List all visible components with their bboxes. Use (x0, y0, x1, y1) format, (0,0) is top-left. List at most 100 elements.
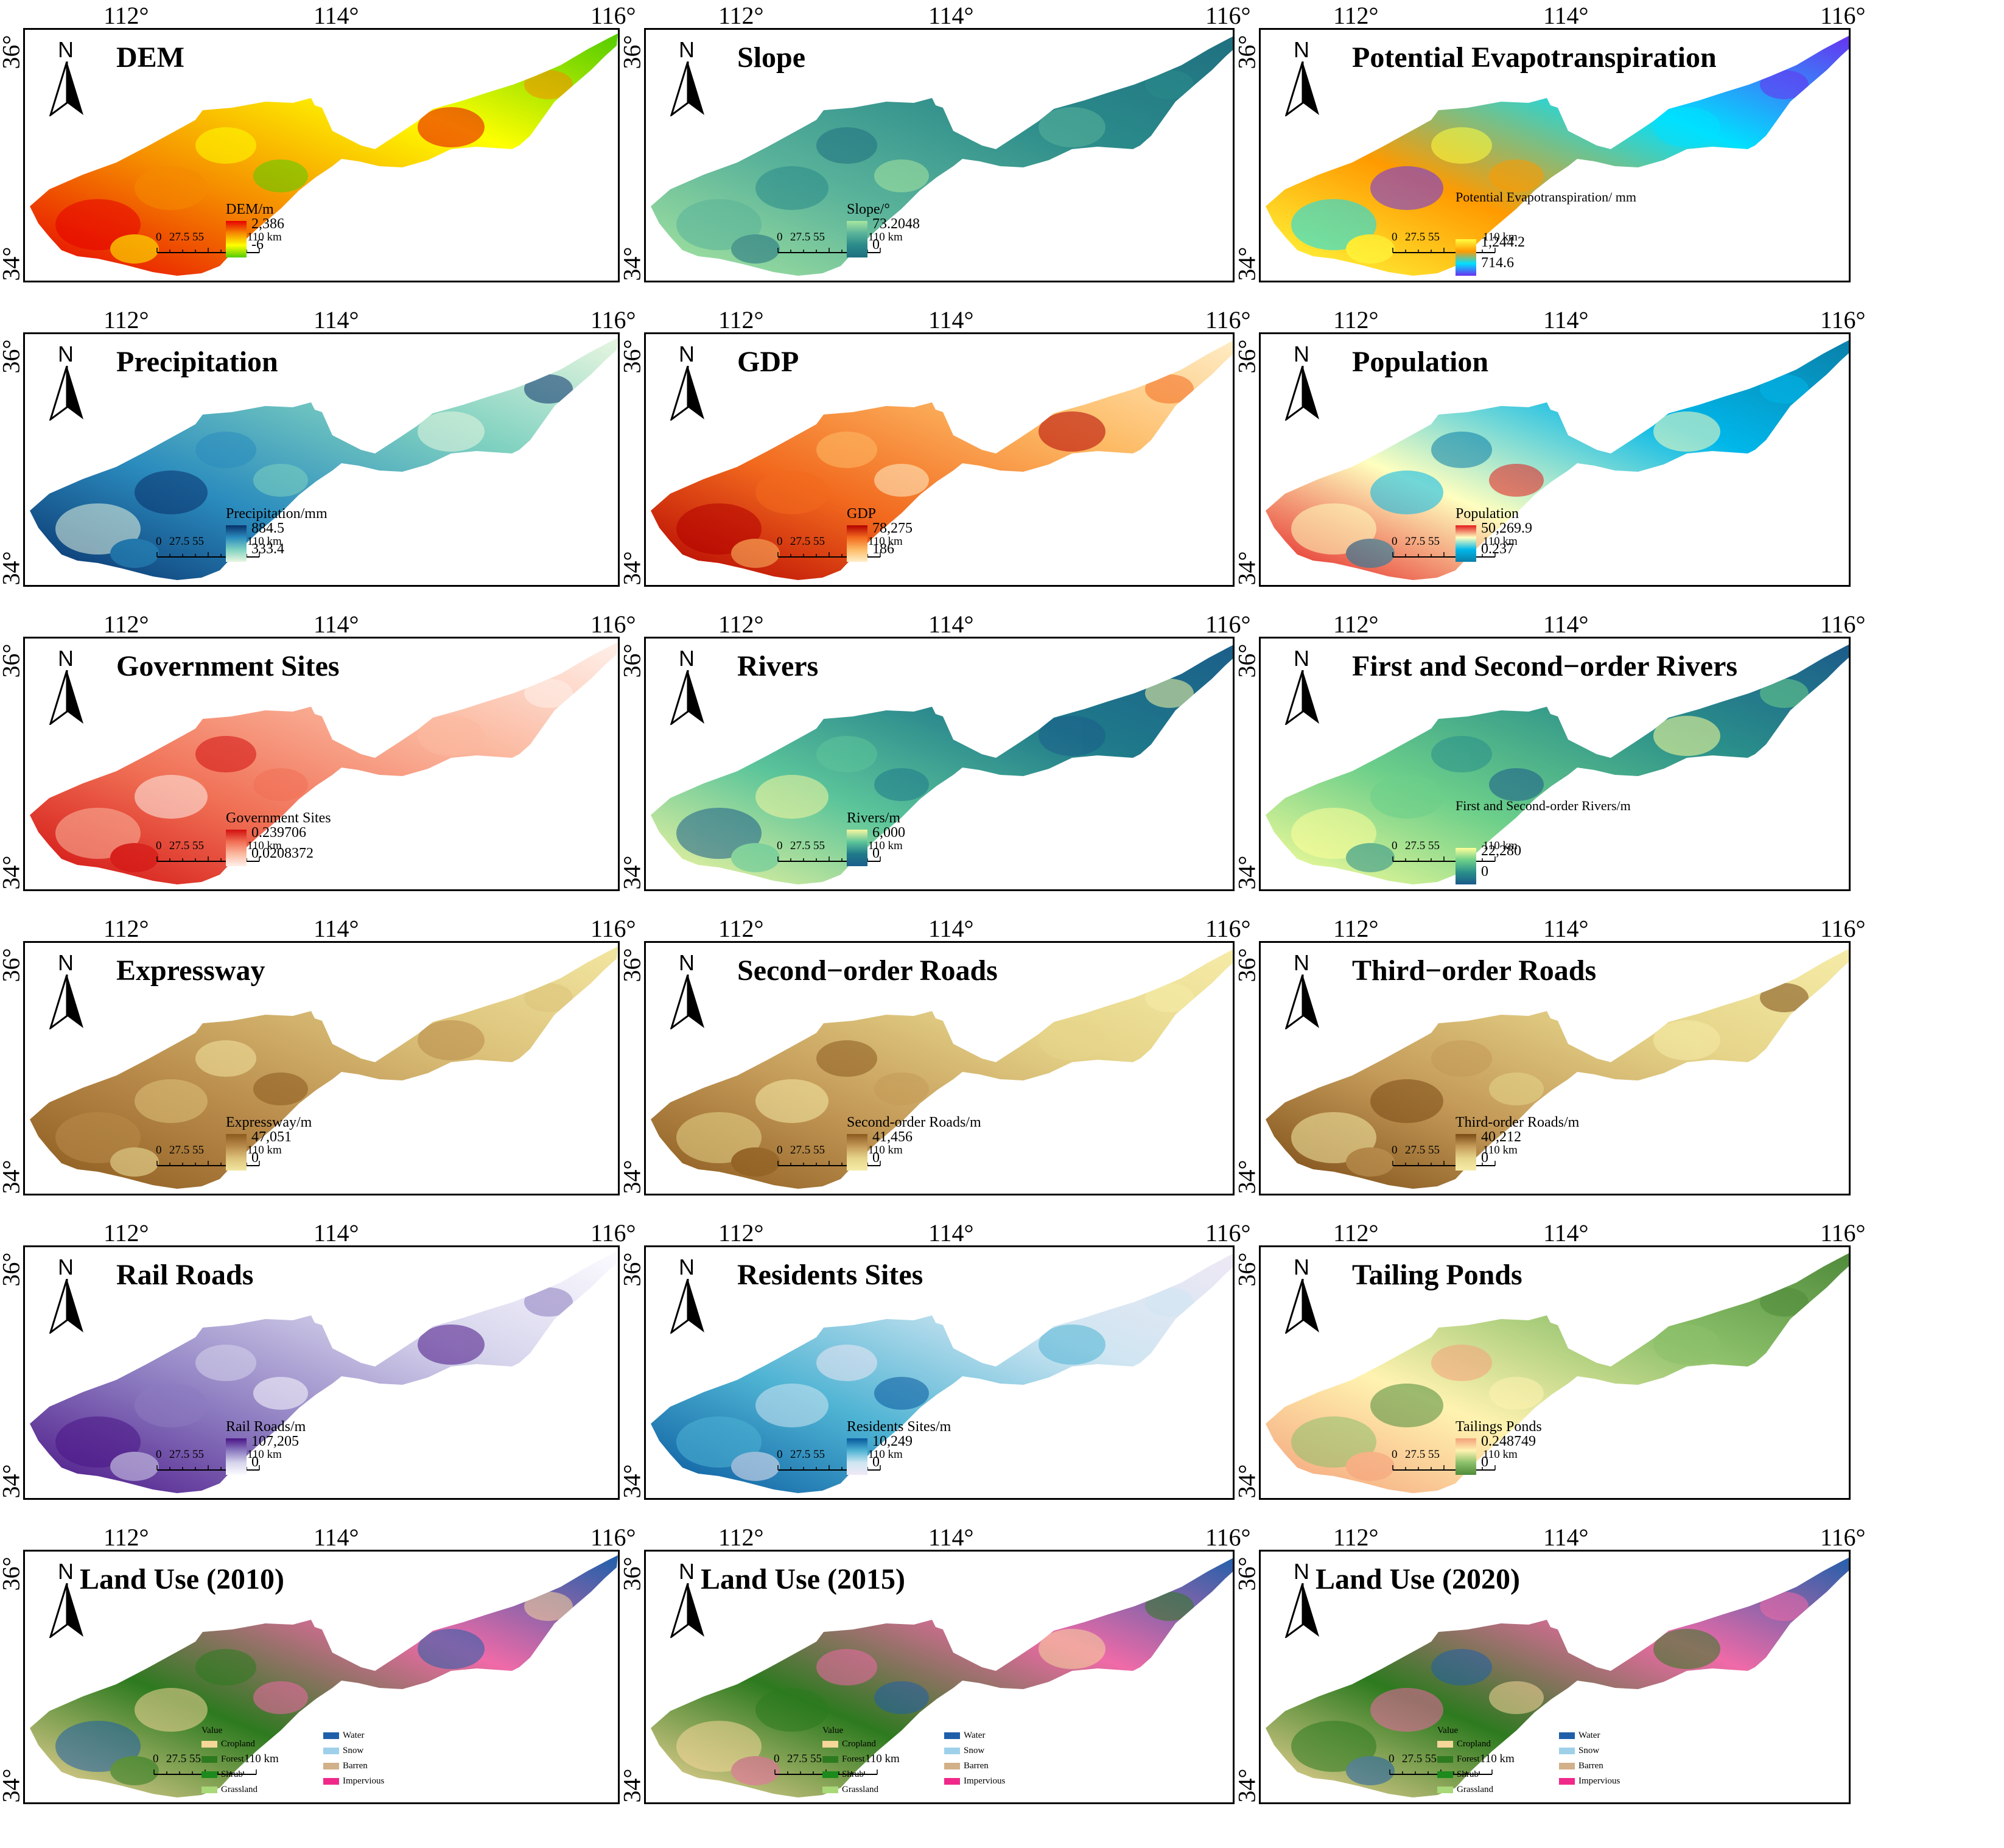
study-region-raster (30, 33, 618, 276)
longitude-label: 116° (1820, 915, 1866, 942)
legend-min-value: 0 (872, 845, 880, 861)
study-region-map (1266, 949, 1849, 1189)
north-label: N (679, 341, 695, 366)
map-panel-gdp: 112° 114° 116° 36° 34° GDP N 0 27.5 55 110 km GDP 78… (618, 304, 1251, 603)
longitude-label: 114° (928, 611, 974, 638)
legend-min-value: 0 (1481, 1454, 1488, 1470)
map-title: Population (1352, 346, 1489, 378)
legend-color-ramp (847, 830, 867, 866)
map-title: Third−order Roads (1352, 954, 1597, 987)
scale-bar-label: 0 (153, 1752, 159, 1765)
scale-bar-label: 27.5 (790, 1448, 811, 1461)
longitude-label: 114° (928, 1524, 974, 1551)
scale-bar-label: 110 km (247, 1448, 282, 1461)
legend-item-label: Grassland (1457, 1785, 1493, 1794)
scale-bar-label: 0 (1389, 1752, 1395, 1765)
map-panel-slope: 112° 114° 116° 36° 34° Slope N 0 27.5 55 110 km Slo… (618, 0, 1251, 298)
legend-item-label: Forest (842, 1754, 865, 1764)
legend-item-label: Impervious (964, 1776, 1006, 1786)
legend-min-value: 0 (1481, 1150, 1488, 1166)
scale-bar: 0 27.5 55 110 km (156, 1144, 282, 1180)
scale-bar-label: 0 (777, 231, 783, 243)
study-region-map (651, 645, 1233, 884)
longitude-label: 112° (718, 306, 764, 334)
legend-title: Slope/° (847, 201, 890, 217)
legend-min-value: 0 (251, 1150, 259, 1166)
longitude-label: 114° (928, 915, 974, 942)
latitude-label: 34° (1233, 1160, 1261, 1194)
legend-max-value: 10,249 (872, 1433, 913, 1449)
study-region-map (30, 33, 618, 276)
latitude-label: 36° (0, 339, 25, 374)
longitude-label: 112° (103, 306, 149, 334)
scale-bar: 0 27.5 55 110 km (156, 535, 282, 572)
scale-bar-label: 27.5 (790, 231, 811, 243)
latitude-label: 36° (618, 1556, 646, 1591)
scale-bar-label: 27.5 (790, 1144, 811, 1157)
legend-item-label: Shrub (221, 1769, 243, 1779)
map-frame: Land Use (2010) N 0 27.5 55 110 km Value Cropla… (23, 1550, 620, 1804)
legend-color-ramp (226, 525, 247, 562)
legend-title: Precipitation/mm (226, 506, 328, 522)
north-arrow-icon: N (667, 1559, 709, 1638)
scale-bar-label: 27.5 (787, 1752, 808, 1765)
map-panel-third-order-roads: 112° 114° 116° 36° 34° Third−order Roads N 0 27.… (1233, 913, 1866, 1211)
legend-color-ramp (226, 1134, 247, 1171)
landuse-legend-item-snow: Snow (323, 1746, 363, 1755)
scale-bar-label: 27.5 (1405, 535, 1426, 548)
map-frame: Rail Roads N 0 27.5 55 110 km Rail Roads/m 107,… (23, 1245, 620, 1500)
legend-title: First and Second-order Rivers/m (1456, 798, 1631, 813)
scale-bar: 0 27.5 55 110 km (777, 535, 903, 572)
legend-title: Third-order Roads/m (1456, 1115, 1580, 1130)
scale-bar-label: 110 km (247, 535, 282, 548)
scale-bar-label: 27.5 (169, 1448, 190, 1461)
study-region-raster (1266, 645, 1849, 884)
legend-min-value: 186 (872, 541, 894, 557)
longitude-label: 112° (103, 1219, 149, 1247)
north-arrow-icon: N (46, 1255, 88, 1334)
legend-item-label: Cropland (221, 1739, 255, 1749)
latitude-label: 36° (1233, 35, 1261, 69)
legend-item-label: Barren (1578, 1761, 1603, 1771)
latitude-label: 34° (618, 247, 646, 281)
scale-bar-label: 27.5 (1405, 839, 1426, 852)
longitude-label: 114° (1543, 1219, 1589, 1247)
north-label: N (679, 950, 695, 975)
map-frame: Third−order Roads N 0 27.5 55 110 km Third-ord… (1259, 941, 1851, 1195)
map-panel-rivers: 112° 114° 116° 36° 34° Rivers N 0 27.5 55 110 km Ri… (618, 609, 1251, 907)
landuse-legend-item-forest: Forest (822, 1754, 865, 1764)
legend-swatch (1437, 1756, 1453, 1763)
map-frame: Precipitation N 0 27.5 55 110 km Precipitation… (23, 332, 620, 587)
longitude-label: 114° (314, 1524, 359, 1551)
scale-bar-label: 110 km (1483, 1448, 1518, 1461)
scale-bar: 0 27.5 55 110 km (153, 1752, 279, 1789)
legend-swatch (822, 1756, 838, 1763)
map-title: GDP (737, 346, 799, 378)
scale-bar-label: 55 (813, 1448, 825, 1461)
scale-bar-label: 110 km (868, 839, 903, 852)
scale-bar-label: 27.5 (790, 535, 811, 548)
study-region-raster (30, 642, 618, 884)
longitude-label: 116° (1820, 1219, 1866, 1247)
legend-item-label: Snow (343, 1746, 364, 1755)
scale-bar: 0 27.5 55 110 km (1392, 839, 1518, 876)
map-title: Government Sites (116, 650, 340, 682)
legend-color-ramp (1456, 525, 1476, 562)
map-panel-dem: 112° 114° 116° 36° 34° DEM N 0 27.5 55 110 km DEM/m… (0, 0, 636, 298)
study-region-raster (651, 1254, 1233, 1493)
scale-bar-label: 55 (1428, 1144, 1440, 1157)
north-label: N (1294, 646, 1309, 671)
map-panel-land-use-2020: 112° 114° 116° 36° 34° Land Use (2020) N 0 27.5 5… (1233, 1522, 1866, 1820)
latitude-label: 34° (618, 1160, 646, 1194)
scale-bar-label: 110 km (1483, 231, 1518, 243)
scale-bar-label: 55 (813, 231, 825, 243)
legend-swatch (323, 1748, 339, 1755)
scale-bar-label: 27.5 (169, 231, 190, 243)
map-title: First and Second−order Rivers (1352, 650, 1738, 682)
scale-bar-label: 55 (1428, 535, 1440, 548)
latitude-label: 34° (0, 1160, 25, 1194)
latitude-label: 34° (1233, 247, 1261, 281)
scale-bar-label: 55 (813, 1144, 825, 1157)
study-region-map (651, 37, 1233, 276)
study-region-raster (651, 1558, 1233, 1797)
